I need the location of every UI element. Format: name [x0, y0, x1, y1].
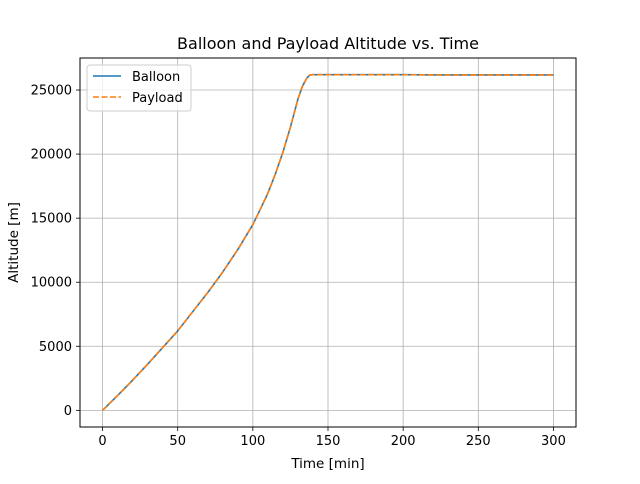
x-tick-label: 100	[240, 434, 265, 449]
x-tick-label: 200	[391, 434, 416, 449]
y-tick-label: 20000	[31, 148, 72, 163]
x-tick-label: 0	[98, 434, 106, 449]
series-line-payload	[101, 73, 554, 411]
legend-label-payload: Payload	[132, 91, 183, 106]
y-tick-label: 5000	[39, 340, 72, 355]
y-tick-label: 10000	[31, 276, 72, 291]
chart-title: Balloon and Payload Altitude vs. Time	[177, 34, 479, 53]
grid-lines	[80, 58, 576, 427]
y-axis-label: Altitude [m]	[6, 202, 22, 283]
x-tick-label: 150	[316, 434, 341, 449]
x-tick-label: 250	[466, 434, 491, 449]
y-tick-label: 0	[64, 404, 72, 419]
x-tick-label: 300	[541, 434, 566, 449]
y-tick-label: 15000	[31, 212, 72, 227]
series-layer	[101, 73, 554, 411]
axis-ticks: 0 50 100 150 200 250 300 0 5000 10000 15000 20000 25…	[31, 84, 566, 449]
legend: Balloon Payload	[86, 64, 192, 112]
legend-label-balloon: Balloon	[132, 70, 180, 85]
y-tick-label: 25000	[31, 84, 72, 99]
x-tick-label: 50	[169, 434, 186, 449]
x-axis-label: Time [min]	[290, 456, 364, 472]
